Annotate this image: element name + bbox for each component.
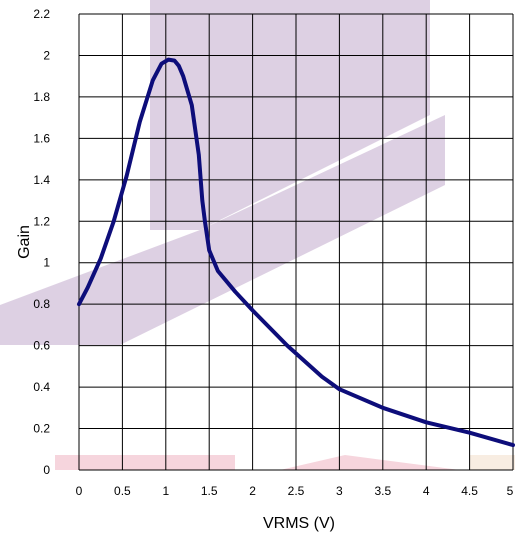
y-tick-label: 2.2	[33, 7, 50, 21]
x-tick-label: 4.5	[461, 484, 478, 498]
watermark-shape	[280, 455, 460, 470]
y-tick-label: 0.6	[33, 339, 50, 353]
y-tick-label: 0.8	[33, 297, 50, 311]
series-layer	[77, 57, 515, 448]
x-tick-label: 3.5	[374, 484, 391, 498]
x-tick-label: 1	[162, 484, 169, 498]
x-tick-label: 0.5	[114, 484, 131, 498]
y-tick-label: 0.2	[33, 422, 50, 436]
y-axis-label: Gain	[16, 225, 33, 259]
y-tick-label: 1.6	[33, 131, 50, 145]
x-tick-label: 5	[507, 484, 514, 498]
background-watermark	[0, 0, 515, 470]
watermark-shape	[55, 455, 235, 470]
watermark-shape	[150, 0, 430, 230]
y-tick-label: 1	[43, 256, 50, 270]
y-tick-label: 1.8	[33, 90, 50, 104]
x-tick-label: 1.5	[201, 484, 218, 498]
y-tick-label: 0	[43, 463, 50, 477]
x-tick-label: 3	[336, 484, 343, 498]
x-tick-label: 2	[249, 484, 256, 498]
watermark-shape	[0, 115, 445, 345]
y-tick-label: 2	[43, 48, 50, 62]
x-tick-label: 0	[76, 484, 83, 498]
x-tick-label: 4	[423, 484, 430, 498]
x-tick-label: 2.5	[288, 484, 305, 498]
grid	[78, 13, 514, 471]
y-tick-label: 1.2	[33, 214, 50, 228]
series-line	[77, 57, 515, 448]
tick-labels: 0 0.5 1 1.5 2 2.5 3 3.5 4 4.5 5 0 0.2 0.4 0.6 0.8 1 1.2 1.…	[33, 7, 513, 498]
y-tick-label: 0.4	[33, 380, 50, 394]
x-axis-label: VRMS (V)	[263, 515, 335, 532]
y-tick-label: 1.4	[33, 173, 50, 187]
watermark-shape	[470, 455, 515, 470]
